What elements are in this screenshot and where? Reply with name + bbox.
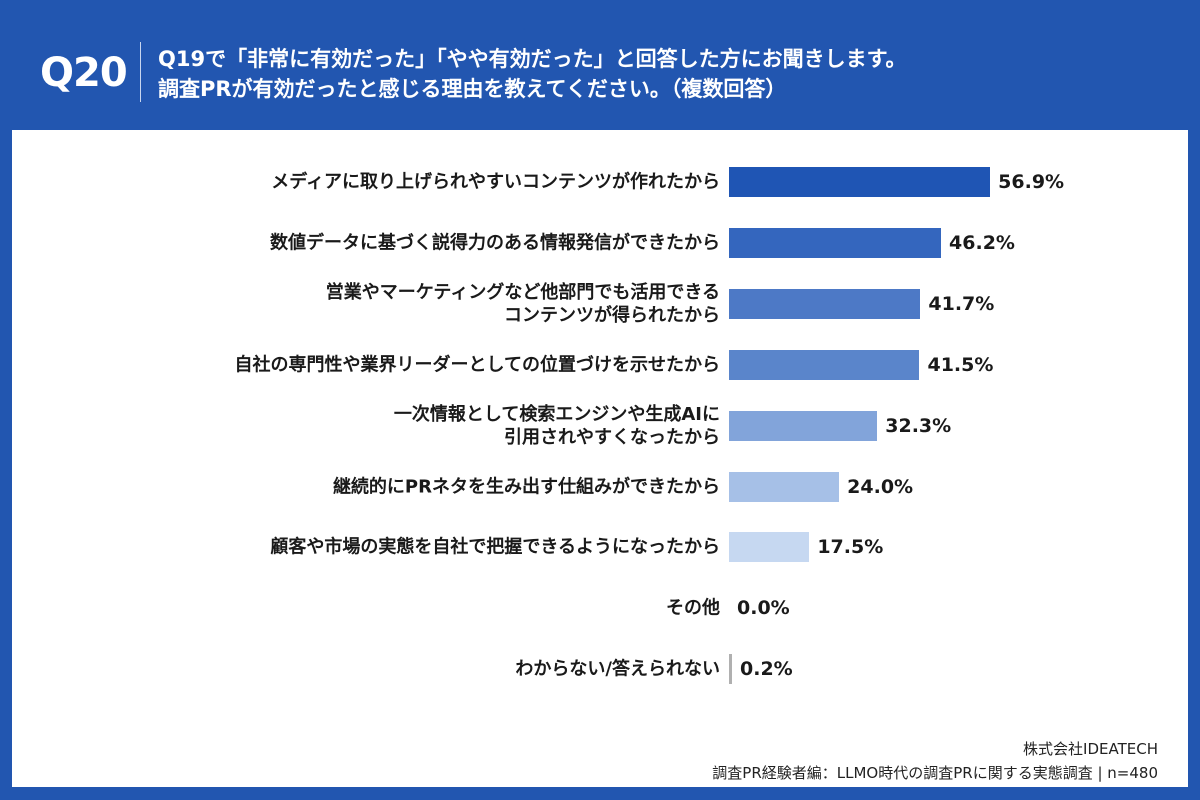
value-label: 46.2% xyxy=(949,231,1015,254)
bar xyxy=(729,410,878,441)
bar-row: 継続的にPRネタを生み出す仕組みができたから 24.0% xyxy=(0,467,1200,507)
bar-row: 顧客や市場の実態を自社で把握できるようになったから 17.5% xyxy=(0,527,1200,567)
chart-panel xyxy=(12,130,1188,787)
header-divider xyxy=(140,42,141,102)
category-label: わからない/答えられない xyxy=(515,658,720,680)
value-label: 0.0% xyxy=(737,597,790,620)
question-line-2: 調査PRが有効だったと感じる理由を教えてください。（複数回答） xyxy=(158,77,787,101)
value-label: 0.2% xyxy=(740,658,793,681)
bar-row: 自社の専門性や業界リーダーとしての位置づけを示せたから 41.5% xyxy=(0,345,1200,385)
category-label: 自社の専門性や業界リーダーとしての位置づけを示せたから xyxy=(234,354,720,376)
category-label: その他 xyxy=(666,597,720,619)
bar xyxy=(729,227,942,258)
question-number: Q20 xyxy=(40,50,128,96)
bar xyxy=(729,167,991,197)
bar-row: メディアに取り上げられやすいコンテンツが作れたから 56.9% xyxy=(0,162,1200,202)
value-label: 56.9% xyxy=(998,171,1065,193)
bar xyxy=(729,288,921,319)
category-label: 継続的にPRネタを生み出す仕組みができたから xyxy=(332,476,720,497)
bar-row: 一次情報として検索エンジンや生成AIに 引用されやすくなったから 32.3% xyxy=(0,403,1200,448)
bar-row: 営業やマーケティングなど他部門でも活用できる コンテンツが得られたから 41.7% xyxy=(0,281,1200,326)
footer-survey: 調査PR経験者編：LLMO時代の調査PRに関する実態調査 | n=480 xyxy=(712,764,1158,782)
value-label: 41.5% xyxy=(927,353,994,376)
footer-company: 株式会社IDEATECH xyxy=(1023,740,1158,758)
question-text: Q19で「非常に有効だった」「やや有効だった」と回答した方にお聞きします。 調査… xyxy=(158,44,906,104)
category-label: メディアに取り上げられやすいコンテンツが作れたから xyxy=(271,171,720,193)
value-label: 24.0% xyxy=(847,475,914,498)
value-label: 17.5% xyxy=(817,536,884,559)
bar xyxy=(729,471,840,502)
bar xyxy=(729,654,732,685)
category-label: 一次情報として検索エンジンや生成AIに 引用されやすくなったから xyxy=(393,403,720,448)
question-line-1: Q19で「非常に有効だった」「やや有効だった」と回答した方にお聞きします。 xyxy=(158,47,907,71)
bar-row: その他 0.0% xyxy=(0,588,1200,628)
bar-row: わからない/答えられない 0.2% xyxy=(0,649,1200,689)
value-label: 32.3% xyxy=(885,414,952,437)
category-label: 営業やマーケティングなど他部門でも活用できる コンテンツが得られたから xyxy=(325,281,720,326)
bar xyxy=(729,532,810,563)
bar xyxy=(729,349,920,380)
bar-row: 数値データに基づく説得力のある情報発信ができたから 46.2% xyxy=(0,223,1200,263)
value-label: 41.7% xyxy=(928,292,995,315)
category-label: 顧客や市場の実態を自社で把握できるようになったから xyxy=(270,536,720,558)
category-label: 数値データに基づく説得力のある情報発信ができたから xyxy=(270,232,720,254)
